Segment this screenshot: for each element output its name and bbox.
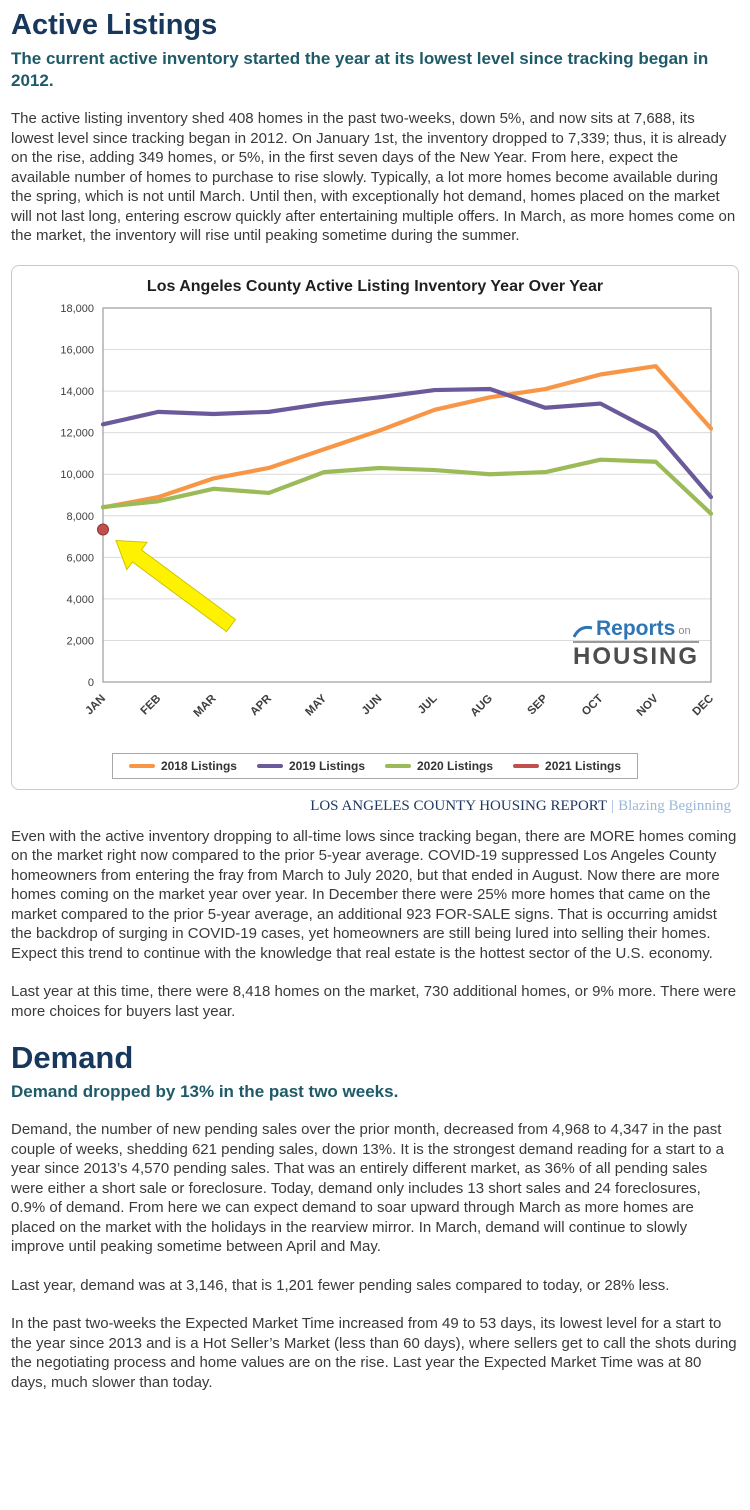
legend-item-2021: 2021 Listings — [513, 759, 621, 773]
y-axis-label: 8,000 — [66, 510, 94, 522]
x-axis-label: JAN — [83, 692, 108, 717]
active-listings-paragraph-3: Last year at this time, there were 8,418… — [11, 983, 737, 1020]
chart-plot-area: 0 2,000 4,000 6,000 8,000 10,000 12,000 14,000 1… — [23, 296, 727, 753]
x-axis-label: APR — [248, 692, 274, 718]
x-axis-label: NOV — [635, 692, 661, 718]
x-axis-label: AUG — [468, 692, 495, 719]
y-axis-label: 18,000 — [60, 303, 94, 315]
demand-paragraph-3: In the past two-weeks the Expected Marke… — [11, 1315, 737, 1391]
chart-caption: LOS ANGELES COUNTY HOUSING REPORT | Blazin… — [11, 798, 739, 815]
demand-paragraph-1: Demand, the number of new pending sales … — [11, 1121, 724, 1255]
legend-swatch — [256, 763, 283, 768]
x-axis-label: JUN — [360, 692, 385, 717]
x-axis-label: FEB — [139, 692, 164, 717]
logo-swoosh-icon — [572, 625, 593, 638]
active-listings-paragraph-2: Even with the active inventory dropping … — [11, 827, 737, 962]
legend-swatch — [385, 763, 411, 768]
y-axis-label: 2,000 — [66, 635, 94, 647]
legend-item-2019: 2019 Listings — [256, 758, 365, 773]
inventory-line-chart: 0 2,000 4,000 6,000 8,000 10,000 12,000 14,000 1… — [60, 303, 716, 720]
x-axis-label: DEC — [690, 692, 716, 718]
y-axis-label: 6,000 — [66, 552, 94, 564]
y-axis-label: 4,000 — [66, 593, 94, 605]
y-axis-label: 14,000 — [60, 386, 94, 398]
housing-report-page: Active Listings The current active inven… — [11, 9, 739, 1391]
annotation-arrow — [115, 539, 237, 632]
series-line-2019 — [100, 386, 714, 499]
x-axis-label: SEP — [526, 692, 551, 717]
demand-section-title: Demand — [11, 1040, 134, 1075]
caption-separator: | — [611, 797, 615, 814]
logo-reports-text: Reports — [595, 616, 676, 640]
legend-item-2020: 2020 Listings — [385, 759, 493, 773]
active-listings-subtitle: The current active inventory started the… — [11, 49, 709, 90]
legend-label: 2021 Listings — [545, 758, 622, 773]
inventory-chart-card: Los Angeles County Active Listing Invent… — [11, 264, 739, 790]
reports-on-housing-logo: Reports on HOUSING — [572, 616, 699, 670]
y-axis-label: 0 — [88, 677, 94, 689]
legend-swatch — [513, 763, 540, 768]
demand-subtitle: Demand dropped by 13% in the past two we… — [11, 1082, 399, 1101]
y-axis-label: 12,000 — [60, 427, 94, 439]
page-title: Active Listings — [11, 9, 218, 41]
y-axis-label: 16,000 — [60, 344, 94, 356]
logo-top-row: Reports on — [572, 616, 699, 640]
legend-label: 2018 Listings — [160, 758, 237, 773]
data-point-2021 — [97, 523, 109, 536]
x-axis-label: OCT — [580, 692, 606, 718]
series-line-2018 — [100, 363, 714, 510]
active-listings-paragraph-1: The active listing inventory shed 408 ho… — [11, 110, 736, 244]
chart-legend: 2018 Listings 2019 Listings 2020 Listings 2… — [111, 752, 639, 779]
caption-edition: Blazing Beginning — [618, 797, 731, 814]
legend-item-2018: 2018 Listings — [128, 758, 237, 773]
x-axis-label: MAR — [192, 692, 219, 719]
demand-paragraph-2: Last year, demand was at 3,146, that is … — [11, 1276, 670, 1294]
logo-on-text: on — [678, 624, 691, 637]
legend-label: 2020 Listings — [417, 758, 494, 773]
chart-title: Los Angeles County Active Listing Invent… — [146, 277, 604, 295]
x-axis-label: MAY — [303, 692, 329, 718]
logo-housing-text: HOUSING — [572, 640, 699, 670]
series-line-2020 — [100, 457, 714, 516]
y-axis-label: 10,000 — [60, 469, 94, 481]
legend-label: 2019 Listings — [288, 758, 365, 773]
caption-report-title: LOS ANGELES COUNTY HOUSING REPORT — [310, 797, 608, 814]
x-axis-label: JUL — [416, 692, 440, 716]
legend-swatch — [128, 763, 155, 768]
